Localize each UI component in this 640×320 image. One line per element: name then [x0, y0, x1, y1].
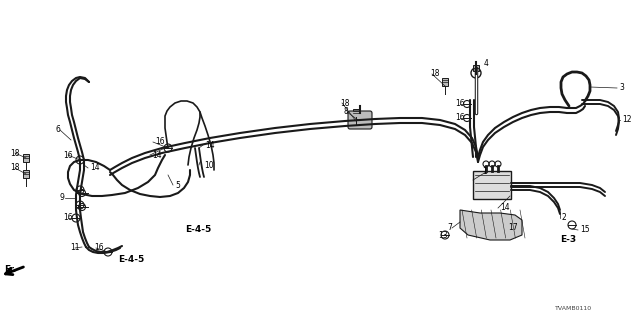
Text: 10: 10 [204, 161, 214, 170]
Text: 17: 17 [508, 223, 518, 233]
Text: 18: 18 [430, 69, 440, 78]
Text: E-3: E-3 [560, 236, 576, 244]
Text: 14: 14 [90, 164, 100, 172]
Text: 11: 11 [70, 244, 79, 252]
Bar [473, 65, 479, 71]
FancyBboxPatch shape [473, 171, 511, 199]
Text: 7: 7 [447, 223, 452, 233]
Text: 16: 16 [94, 244, 104, 252]
Text: 5: 5 [175, 180, 180, 189]
Bar [442, 78, 448, 86]
Polygon shape [460, 210, 522, 240]
Text: 1: 1 [482, 167, 487, 177]
Text: 16: 16 [63, 213, 72, 222]
Text: 18: 18 [340, 99, 349, 108]
Text: 9: 9 [60, 194, 65, 203]
Text: 3: 3 [619, 84, 624, 92]
Text: 16: 16 [63, 150, 72, 159]
Text: 6: 6 [55, 125, 60, 134]
FancyBboxPatch shape [348, 111, 372, 129]
Text: 13: 13 [438, 230, 447, 239]
Text: 12: 12 [622, 116, 632, 124]
Text: 15: 15 [580, 226, 589, 235]
Text: TVAMB0110: TVAMB0110 [555, 306, 592, 310]
Text: 18: 18 [10, 148, 19, 157]
Text: 14: 14 [205, 140, 214, 149]
Text: Fr.: Fr. [4, 266, 16, 275]
Bar [23, 154, 29, 162]
Text: 8: 8 [344, 108, 349, 116]
Text: 18: 18 [10, 164, 19, 172]
Bar [23, 170, 29, 178]
Text: E-4-5: E-4-5 [118, 255, 144, 265]
Text: 14: 14 [152, 150, 162, 159]
Text: 16: 16 [455, 100, 465, 108]
Text: 14: 14 [500, 204, 509, 212]
Bar [353, 109, 359, 117]
Text: 4: 4 [484, 59, 489, 68]
Text: 16: 16 [455, 114, 465, 123]
Text: 16: 16 [155, 138, 164, 147]
Text: E-4-5: E-4-5 [185, 226, 211, 235]
Text: 2: 2 [562, 213, 567, 222]
